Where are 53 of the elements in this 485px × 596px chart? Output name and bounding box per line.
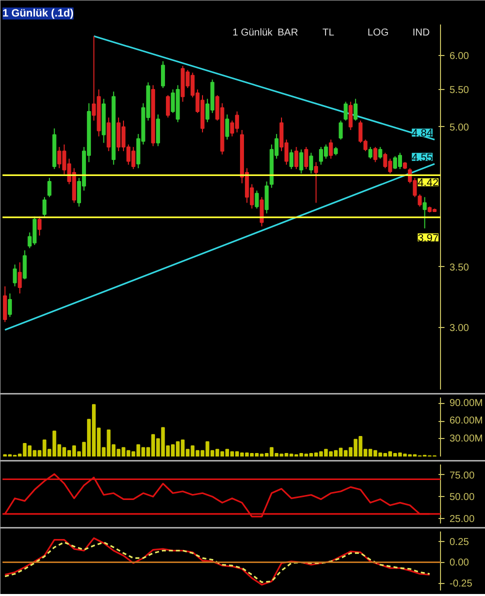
candlestick bbox=[418, 194, 422, 208]
candlestick bbox=[254, 190, 259, 210]
candlestick bbox=[225, 114, 230, 140]
y-tick-label: 5.00 bbox=[450, 122, 470, 134]
y-tick-label: 0.25 bbox=[450, 536, 470, 548]
candlestick bbox=[368, 146, 372, 160]
y-tick-label: 25.00 bbox=[450, 514, 475, 525]
candlestick bbox=[314, 162, 318, 204]
data-label: 4.84 bbox=[412, 128, 433, 140]
y-tick-label: 75.00 bbox=[450, 470, 475, 482]
ref-line-label: 3.97 bbox=[418, 232, 439, 244]
y-tick-label: 50.00 bbox=[450, 492, 475, 504]
y-tick-label: 0.00 bbox=[450, 558, 470, 569]
annotation: BAR bbox=[278, 28, 298, 38]
candlestick bbox=[156, 114, 160, 147]
y-tick-label: 3.00 bbox=[450, 322, 470, 334]
y-tick-label: 3.50 bbox=[450, 262, 470, 274]
candlestick bbox=[338, 120, 343, 140]
annotation: 1 Günlük bbox=[232, 28, 274, 38]
y-tick-label: 5.50 bbox=[450, 84, 470, 96]
candlestick bbox=[47, 177, 52, 198]
chart-title: 1 Günlük (.1d) bbox=[2, 8, 74, 20]
candlestick bbox=[309, 152, 314, 174]
candlestick bbox=[304, 146, 308, 170]
annotation: IND bbox=[412, 28, 430, 38]
candlestick bbox=[378, 146, 382, 160]
candlestick bbox=[38, 216, 42, 236]
ref-line-label: 4.42 bbox=[418, 177, 439, 190]
candlestick bbox=[166, 94, 170, 118]
candlestick bbox=[373, 146, 378, 163]
candlestick bbox=[8, 292, 12, 318]
y-tick-label: 30.00M bbox=[450, 433, 483, 444]
annotation: TL bbox=[322, 28, 335, 38]
candlestick bbox=[348, 101, 353, 130]
candlestick bbox=[42, 196, 46, 217]
candlestick bbox=[328, 139, 333, 160]
candlestick bbox=[294, 146, 298, 170]
candlestick bbox=[18, 262, 22, 294]
y-tick-label: 6.00 bbox=[450, 50, 470, 62]
candlestick bbox=[289, 148, 294, 170]
candlestick bbox=[422, 196, 427, 229]
annotation: LOG bbox=[368, 28, 389, 38]
data-label: 4.55 bbox=[412, 152, 433, 164]
candlestick bbox=[161, 60, 165, 89]
y-tick-label: 90.00M bbox=[450, 398, 483, 409]
candlestick bbox=[12, 264, 17, 287]
candlestick bbox=[354, 98, 358, 122]
candlestick bbox=[22, 250, 27, 280]
candlestick bbox=[344, 101, 348, 122]
candlestick bbox=[264, 180, 269, 214]
candlestick bbox=[2, 286, 7, 323]
y-tick-label: 60.00M bbox=[450, 416, 483, 427]
y-tick-label: -0.25 bbox=[450, 578, 473, 590]
